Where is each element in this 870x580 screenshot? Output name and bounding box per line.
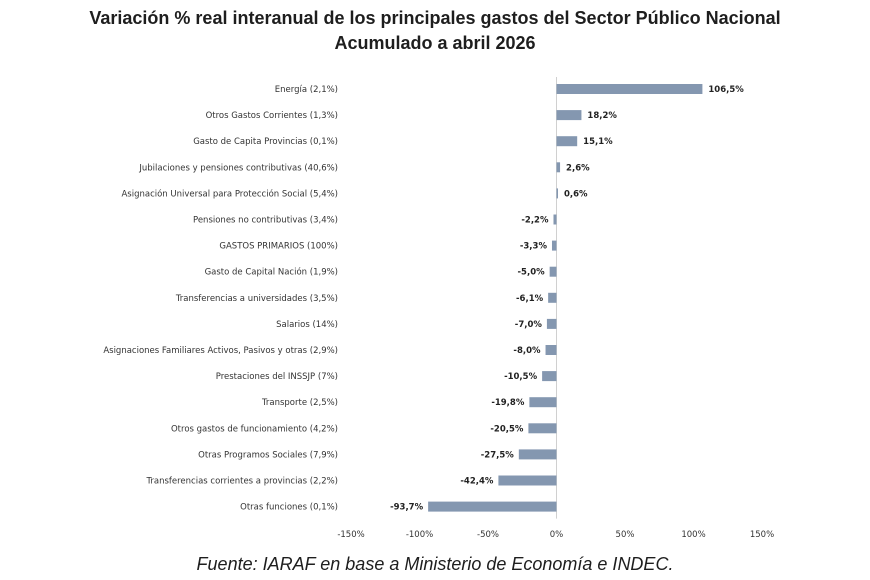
category-label: Gasto de Capita Provincias (0,1%) bbox=[193, 137, 338, 147]
value-label: 15,1% bbox=[583, 137, 613, 147]
value-label: -7,0% bbox=[515, 320, 543, 330]
category-label: Otras Programos Sociales (7,9%) bbox=[198, 450, 338, 460]
chart-title-block: Variación % real interanual de los princ… bbox=[0, 6, 870, 56]
value-label: 0,6% bbox=[564, 189, 588, 199]
category-label: Gasto de Capital Nación (1,9%) bbox=[205, 267, 338, 278]
value-label: 2,6% bbox=[566, 163, 590, 173]
bar bbox=[498, 475, 557, 486]
bar bbox=[518, 449, 557, 460]
category-label: GASTOS PRIMARIOS (100%) bbox=[219, 242, 338, 252]
category-label: Prestaciones del INSSJP (7%) bbox=[216, 372, 338, 382]
x-tick-label: 50% bbox=[616, 530, 635, 540]
category-label: Otros gastos de funcionamiento (4,2%) bbox=[171, 424, 338, 434]
bar bbox=[556, 110, 582, 121]
bar bbox=[529, 397, 557, 408]
category-label: Asignación Universal para Protección Soc… bbox=[121, 188, 338, 199]
bar bbox=[553, 214, 557, 225]
x-tick-label: -150% bbox=[337, 530, 364, 540]
value-label: -6,1% bbox=[516, 294, 544, 304]
category-label: Transporte (2,5%) bbox=[261, 398, 338, 408]
value-label: 18,2% bbox=[587, 111, 617, 121]
bar bbox=[549, 266, 557, 277]
bar bbox=[551, 240, 557, 251]
bar bbox=[548, 292, 557, 303]
bar bbox=[546, 318, 557, 329]
category-label: Energía (2,1%) bbox=[275, 85, 338, 95]
bar bbox=[556, 136, 578, 147]
category-label: Transferencias corrientes a provincias (… bbox=[145, 477, 338, 487]
chart-subtitle: Acumulado a abril 2026 bbox=[334, 33, 536, 53]
bar bbox=[556, 162, 561, 173]
category-label: Transferencias a universidades (3,5%) bbox=[175, 294, 338, 304]
value-label: -5,0% bbox=[518, 268, 546, 278]
category-label: Otros Gastos Corrientes (1,3%) bbox=[206, 111, 338, 121]
category-label: Salarios (14%) bbox=[276, 320, 338, 330]
bar-chart: Energía (2,1%) 106,5% Otros Gastos Corrien… bbox=[103, 77, 774, 540]
x-tick-label: -100% bbox=[406, 530, 433, 540]
value-label: 106,5% bbox=[708, 85, 744, 95]
bar bbox=[428, 501, 557, 512]
x-tick-label: -50% bbox=[477, 530, 499, 540]
bar bbox=[545, 345, 557, 355]
category-label: Jubilaciones y pensiones contributivas (… bbox=[138, 163, 338, 173]
x-tick-label: 150% bbox=[750, 530, 774, 540]
category-label: Pensiones no contributivas (3,4%) bbox=[193, 216, 338, 226]
value-label: -10,5% bbox=[504, 372, 537, 382]
value-label: -19,8% bbox=[491, 398, 524, 408]
value-label: -3,3% bbox=[520, 242, 548, 252]
bar bbox=[542, 371, 557, 382]
bar bbox=[556, 188, 558, 199]
category-label: Otras funciones (0,1%) bbox=[240, 503, 338, 513]
chart-title: Variación % real interanual de los princ… bbox=[89, 8, 781, 28]
value-label: -8,0% bbox=[513, 346, 541, 356]
value-label: -93,7% bbox=[390, 503, 423, 513]
x-tick-label: 100% bbox=[681, 530, 705, 540]
value-label: -2,2% bbox=[521, 216, 549, 226]
value-label: -20,5% bbox=[490, 424, 523, 434]
bar bbox=[528, 423, 557, 434]
value-label: -42,4% bbox=[460, 477, 493, 487]
category-label: Asignaciones Familiares Activos, Pasivos… bbox=[103, 346, 338, 356]
source-note: Fuente: IARAF en base a Ministerio de Ec… bbox=[196, 554, 674, 574]
value-label: -27,5% bbox=[481, 450, 514, 460]
x-tick-label: 0% bbox=[550, 530, 564, 540]
bar bbox=[556, 84, 703, 94]
